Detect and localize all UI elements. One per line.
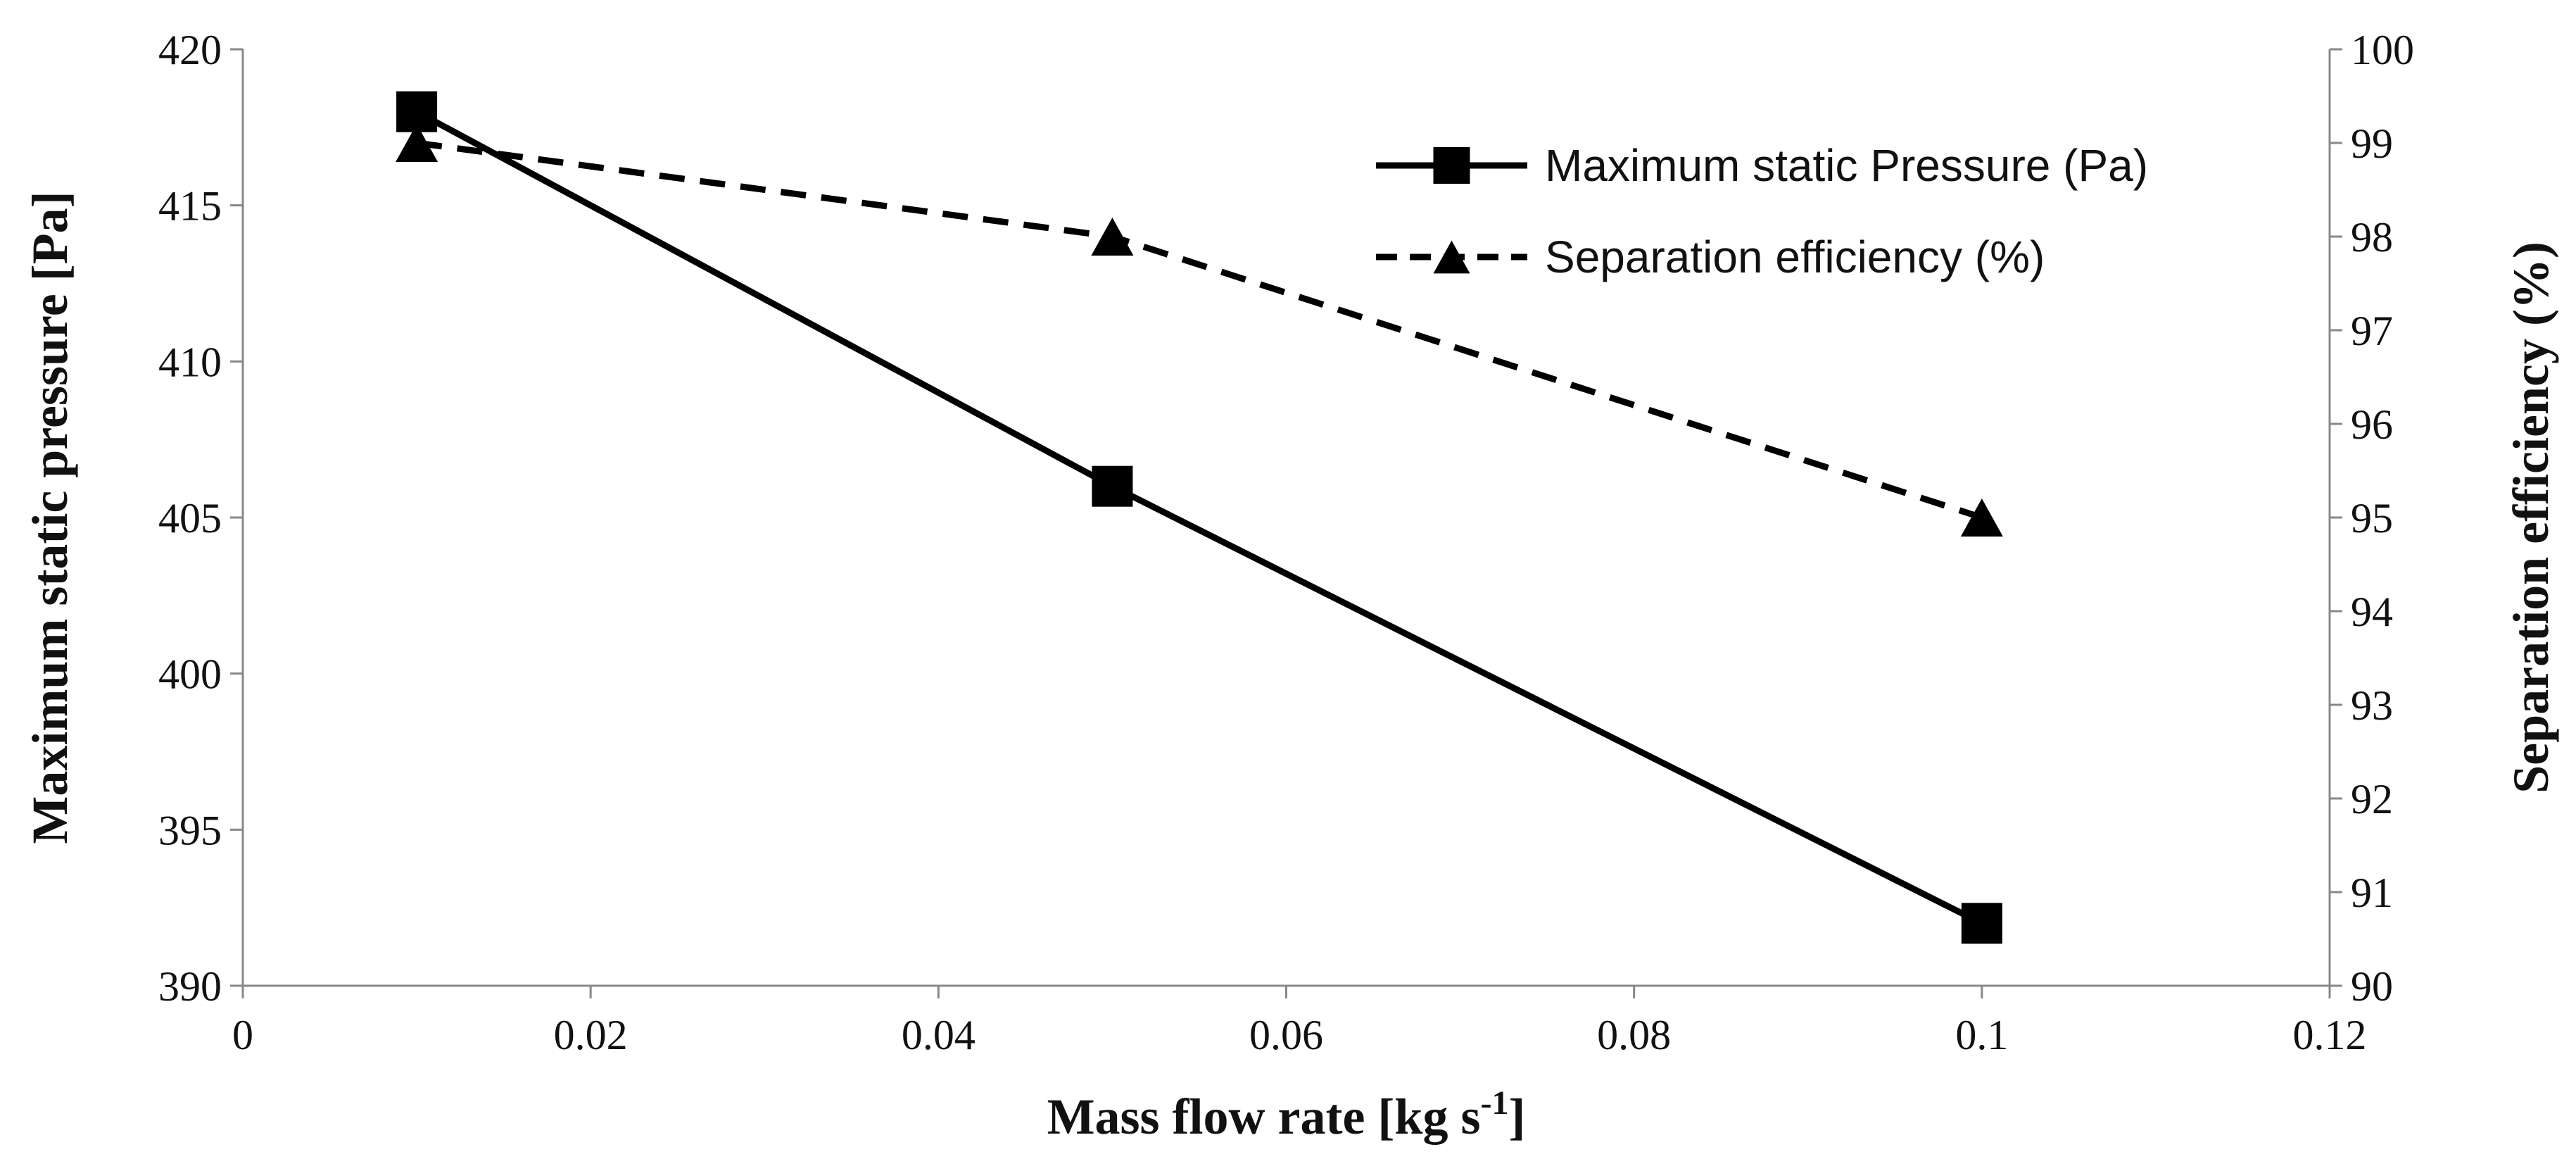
y2-tick-label: 92 bbox=[2351, 776, 2393, 822]
y-tick-label: 410 bbox=[158, 339, 222, 385]
y-tick-label: 395 bbox=[158, 807, 222, 853]
data-point-square bbox=[1092, 465, 1133, 507]
y-tick-label: 420 bbox=[158, 27, 222, 73]
x-tick-label: 0.06 bbox=[1249, 1012, 1323, 1058]
x-tick-label: 0 bbox=[232, 1012, 253, 1058]
y2-tick-label: 96 bbox=[2351, 401, 2393, 448]
series-efficiency bbox=[396, 124, 2003, 537]
x-tick-label: 0.08 bbox=[1597, 1012, 1671, 1058]
y2-tick-label: 91 bbox=[2351, 870, 2393, 916]
y2-tick-label: 93 bbox=[2351, 682, 2393, 729]
axes: 0 0.02 0.04 0.06 0.08 0.1 0.12 390 395 400 405 410 4… bbox=[22, 27, 2559, 1145]
y2-tick-label: 99 bbox=[2351, 120, 2393, 167]
data-point-triangle bbox=[1091, 218, 1134, 256]
y2-axis-title: Separation efficiency (%) bbox=[2503, 242, 2559, 794]
y2-tick-label: 100 bbox=[2351, 27, 2414, 73]
y2-tick-label: 94 bbox=[2351, 589, 2393, 635]
x-axis-title: Mass flow rate [kg s-1] bbox=[1047, 1084, 1526, 1145]
series-line bbox=[416, 139, 1983, 521]
x-tick-label: 0.04 bbox=[902, 1012, 976, 1058]
x-tick-label: 0.02 bbox=[554, 1012, 628, 1058]
data-point-square bbox=[1961, 903, 2002, 944]
series-layer bbox=[396, 91, 2003, 944]
y-tick-label: 415 bbox=[158, 183, 222, 230]
y-tick-label: 405 bbox=[158, 495, 222, 541]
y-tick-label: 390 bbox=[158, 963, 222, 1010]
legend-item: Separation efficiency (%) bbox=[1376, 232, 2045, 282]
legend-marker-triangle bbox=[1433, 240, 1470, 274]
y-axis-title: Maximum static pressure [Pa] bbox=[22, 191, 78, 844]
x-tick-label: 0.1 bbox=[1955, 1012, 2008, 1058]
series-pressure bbox=[396, 91, 2002, 944]
data-point-triangle bbox=[396, 124, 438, 162]
y2-tick-label: 97 bbox=[2351, 308, 2393, 354]
data-point-triangle bbox=[1960, 499, 2003, 537]
legend-label: Separation efficiency (%) bbox=[1545, 232, 2045, 282]
legend-marker-square bbox=[1433, 147, 1470, 184]
x-tick-label: 0.12 bbox=[2293, 1012, 2367, 1058]
y2-tick-label: 90 bbox=[2351, 963, 2393, 1010]
y-tick-label: 400 bbox=[158, 651, 222, 698]
y2-tick-label: 98 bbox=[2351, 214, 2393, 261]
legend-item: Maximum static Pressure (Pa) bbox=[1376, 140, 2148, 191]
legend-label: Maximum static Pressure (Pa) bbox=[1545, 140, 2148, 191]
y2-tick-label: 95 bbox=[2351, 495, 2393, 541]
legend: Maximum static Pressure (Pa) Separation e… bbox=[1376, 140, 2148, 282]
